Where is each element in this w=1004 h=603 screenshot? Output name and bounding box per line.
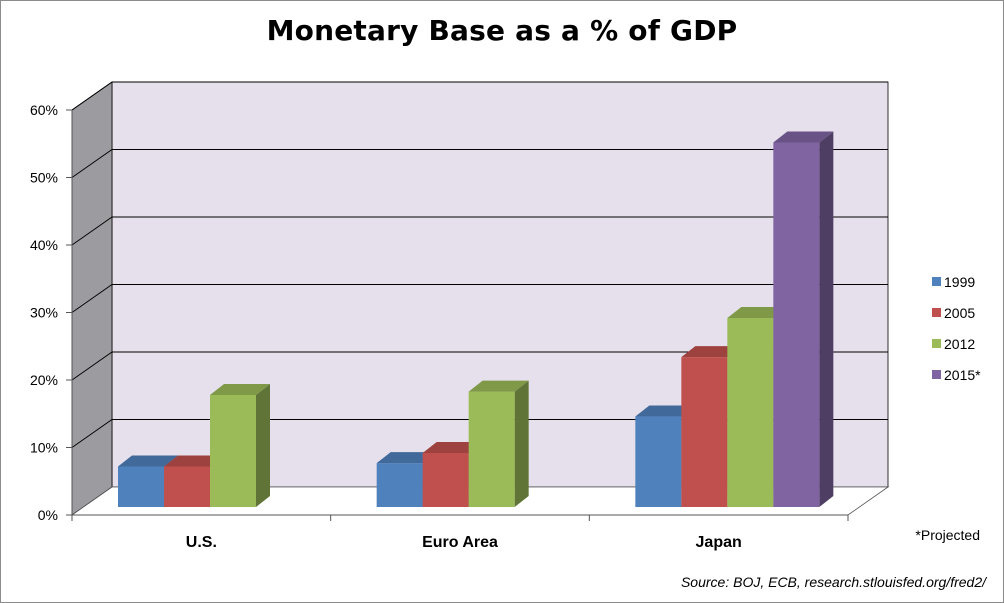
y-tick-label: 40% [30,237,58,253]
legend-label: 2012 [944,336,975,352]
bar-euro-area-2012 [468,380,529,507]
axes: 0% 10% 20% 30% 40% 50% 60% U.S. Euro Area Japan [30,102,849,551]
category-label: U.S. [186,534,217,551]
y-tick-label: 20% [30,372,58,388]
category-label: Euro Area [422,534,498,551]
chart-title: Monetary Base as a % of GDP [266,14,738,47]
projected-footnote: *Projected [915,527,980,543]
bar-u-s--2012 [210,383,270,507]
source-note: Source: BOJ, ECB, research.stlouisfed.or… [680,574,986,590]
legend-label: 1999 [944,274,975,290]
bars [118,131,834,507]
y-tick-label: 60% [30,102,58,118]
gridline [71,419,888,448]
gridline [71,216,888,246]
y-tick-label: 0% [38,507,58,523]
y-tick-label: 30% [30,305,58,321]
category-label: Japan [696,534,742,551]
y-tick-label: 50% [30,170,58,186]
legend-swatch [932,308,941,317]
gridline [71,81,888,111]
legend-label: 2015* [944,367,981,383]
bar-japan-2015 [773,131,834,507]
gridlines [71,81,888,448]
legend: 1999 2005 2012 2015* [932,274,981,383]
gridline [71,351,888,381]
y-tick-label: 10% [30,440,58,456]
legend-swatch [932,370,941,379]
legend-label: 2005 [944,305,975,321]
legend-swatch [932,277,941,286]
gridline [71,284,888,313]
legend-swatch [932,339,941,348]
gridline [71,149,888,178]
